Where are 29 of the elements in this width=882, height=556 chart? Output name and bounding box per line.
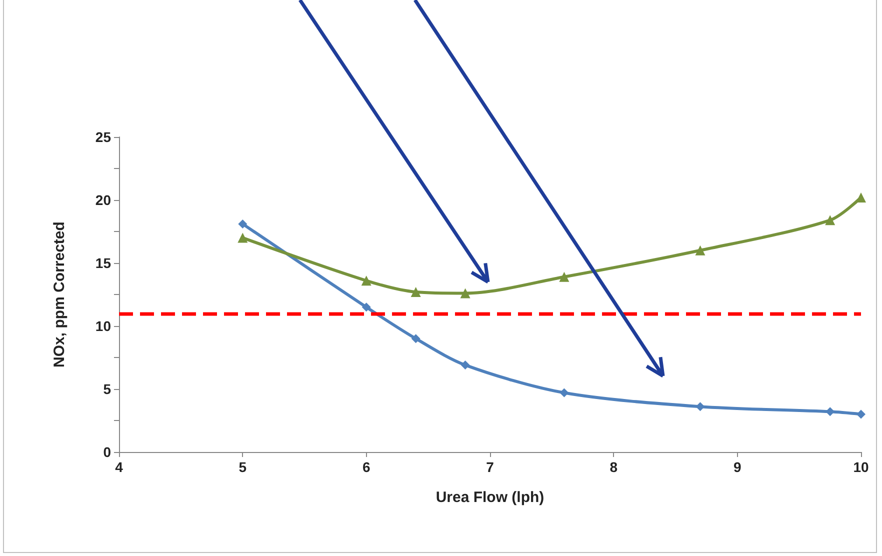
point [560, 388, 569, 398]
y-tick-label: 25 [95, 129, 112, 145]
x-tick-label: 6 [362, 459, 370, 475]
point [361, 276, 372, 286]
point [559, 272, 570, 282]
x-tick-label: 10 [853, 459, 869, 475]
point [238, 219, 248, 228]
point [460, 288, 470, 298]
x-tick-label: 9 [733, 459, 742, 475]
point [410, 286, 421, 297]
y-tick-label: 20 [95, 192, 112, 208]
x-tick-label: 5 [238, 459, 247, 475]
x-tick-label: 8 [610, 459, 618, 475]
point [695, 245, 706, 256]
y-tick-label: 15 [95, 255, 112, 271]
point [856, 192, 866, 202]
point [856, 410, 866, 419]
y-axis-title: NOx, ppm Corrected [51, 222, 68, 368]
y-tick-label: 5 [103, 381, 112, 397]
y-tick-label: 0 [103, 444, 112, 460]
point [238, 232, 248, 243]
x-tick-label: 7 [486, 459, 494, 475]
point [460, 360, 470, 370]
x-axis-title: Urea Flow (lph) [436, 489, 544, 506]
y-tick-label: 10 [95, 318, 112, 334]
point [825, 215, 836, 226]
x-tick-label: 4 [115, 459, 124, 475]
point [411, 334, 420, 344]
point [362, 302, 371, 312]
